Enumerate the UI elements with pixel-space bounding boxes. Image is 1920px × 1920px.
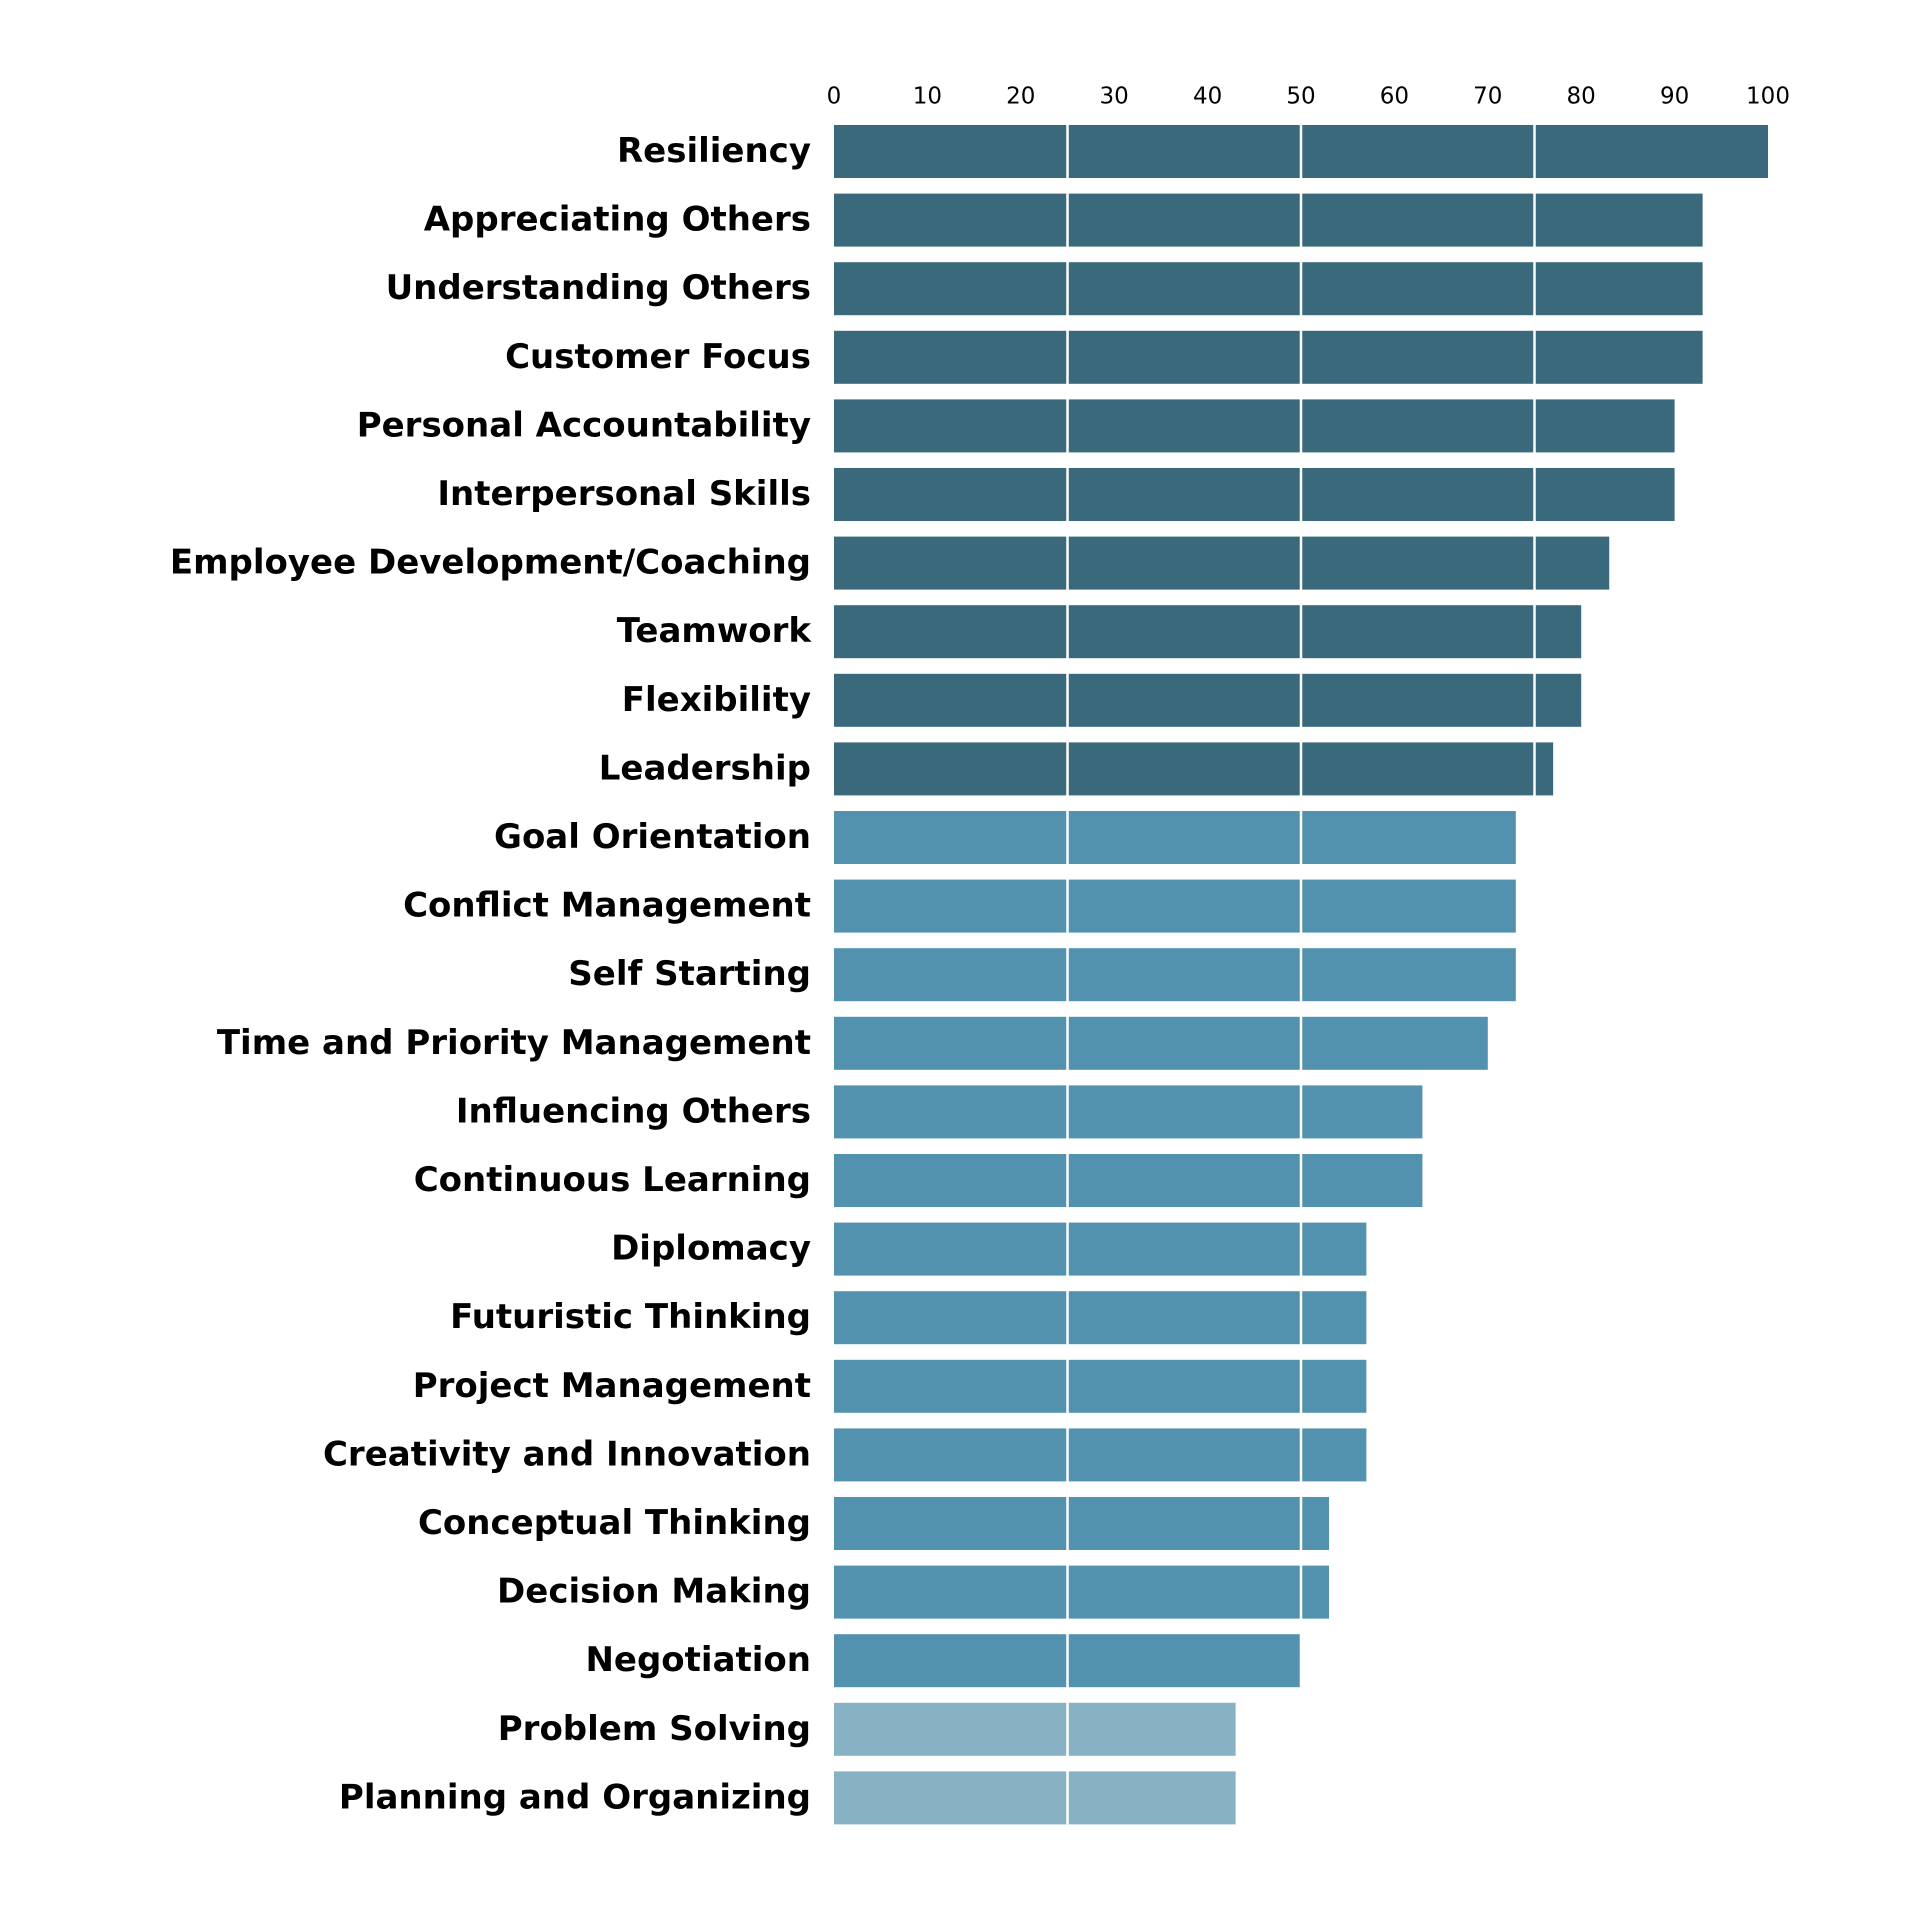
bar (834, 1565, 1330, 1619)
category-label: Personal Accountability (357, 405, 811, 445)
bar (834, 1702, 1236, 1756)
x-tick-label: 0 (827, 84, 842, 110)
bar (834, 1359, 1367, 1413)
x-tick-label: 30 (1100, 84, 1129, 110)
category-label: Goal Orientation (494, 817, 811, 857)
bar (834, 1222, 1367, 1276)
category-label: Negotiation (585, 1640, 811, 1680)
x-tick-label: 20 (1006, 84, 1035, 110)
bar (834, 330, 1703, 384)
category-label: Conflict Management (403, 886, 811, 926)
category-label: Project Management (413, 1366, 811, 1406)
category-label: Self Starting (568, 954, 811, 994)
x-tick-label: 90 (1660, 84, 1689, 110)
bar (834, 879, 1516, 933)
bar (834, 1771, 1236, 1825)
category-label: Understanding Others (386, 268, 811, 308)
bar (834, 468, 1675, 521)
category-label: Customer Focus (505, 337, 811, 377)
category-label: Leadership (599, 748, 811, 788)
bar (834, 811, 1516, 864)
bar (834, 1085, 1423, 1139)
category-label: Flexibility (622, 680, 811, 720)
category-label: Problem Solving (498, 1709, 811, 1749)
x-tick-label: 100 (1746, 84, 1790, 110)
bar (834, 1291, 1367, 1345)
bar (834, 1016, 1488, 1070)
category-label: Influencing Others (456, 1091, 811, 1131)
category-label: Diplomacy (611, 1229, 811, 1269)
x-tick-label: 60 (1380, 84, 1409, 110)
bar (834, 948, 1516, 1002)
category-label: Continuous Learning (414, 1160, 811, 1200)
category-label: Teamwork (617, 611, 813, 651)
x-tick-label: 40 (1193, 84, 1222, 110)
bar (834, 536, 1610, 590)
category-label: Interpersonal Skills (437, 474, 811, 514)
category-label: Creativity and Innovation (323, 1434, 811, 1474)
bar (834, 262, 1703, 316)
category-label: Appreciating Others (424, 200, 811, 240)
x-tick-label: 70 (1473, 84, 1502, 110)
bar (834, 399, 1675, 453)
category-label: Futuristic Thinking (450, 1297, 811, 1337)
x-tick-label: 50 (1286, 84, 1315, 110)
x-tick-label: 10 (913, 84, 942, 110)
bar (834, 742, 1554, 796)
x-tick-label: 80 (1567, 84, 1596, 110)
category-label: Resiliency (617, 131, 811, 171)
category-label: Time and Priority Management (217, 1023, 811, 1063)
bar (834, 605, 1582, 659)
category-label: Conceptual Thinking (418, 1503, 811, 1543)
bar (834, 1154, 1423, 1207)
category-label: Employee Development/Coaching (170, 543, 811, 583)
bar (834, 193, 1703, 247)
category-label: Decision Making (497, 1572, 811, 1612)
bar (834, 673, 1582, 727)
bar (834, 1497, 1330, 1550)
bar (834, 1428, 1367, 1482)
category-label: Planning and Organizing (339, 1777, 811, 1817)
